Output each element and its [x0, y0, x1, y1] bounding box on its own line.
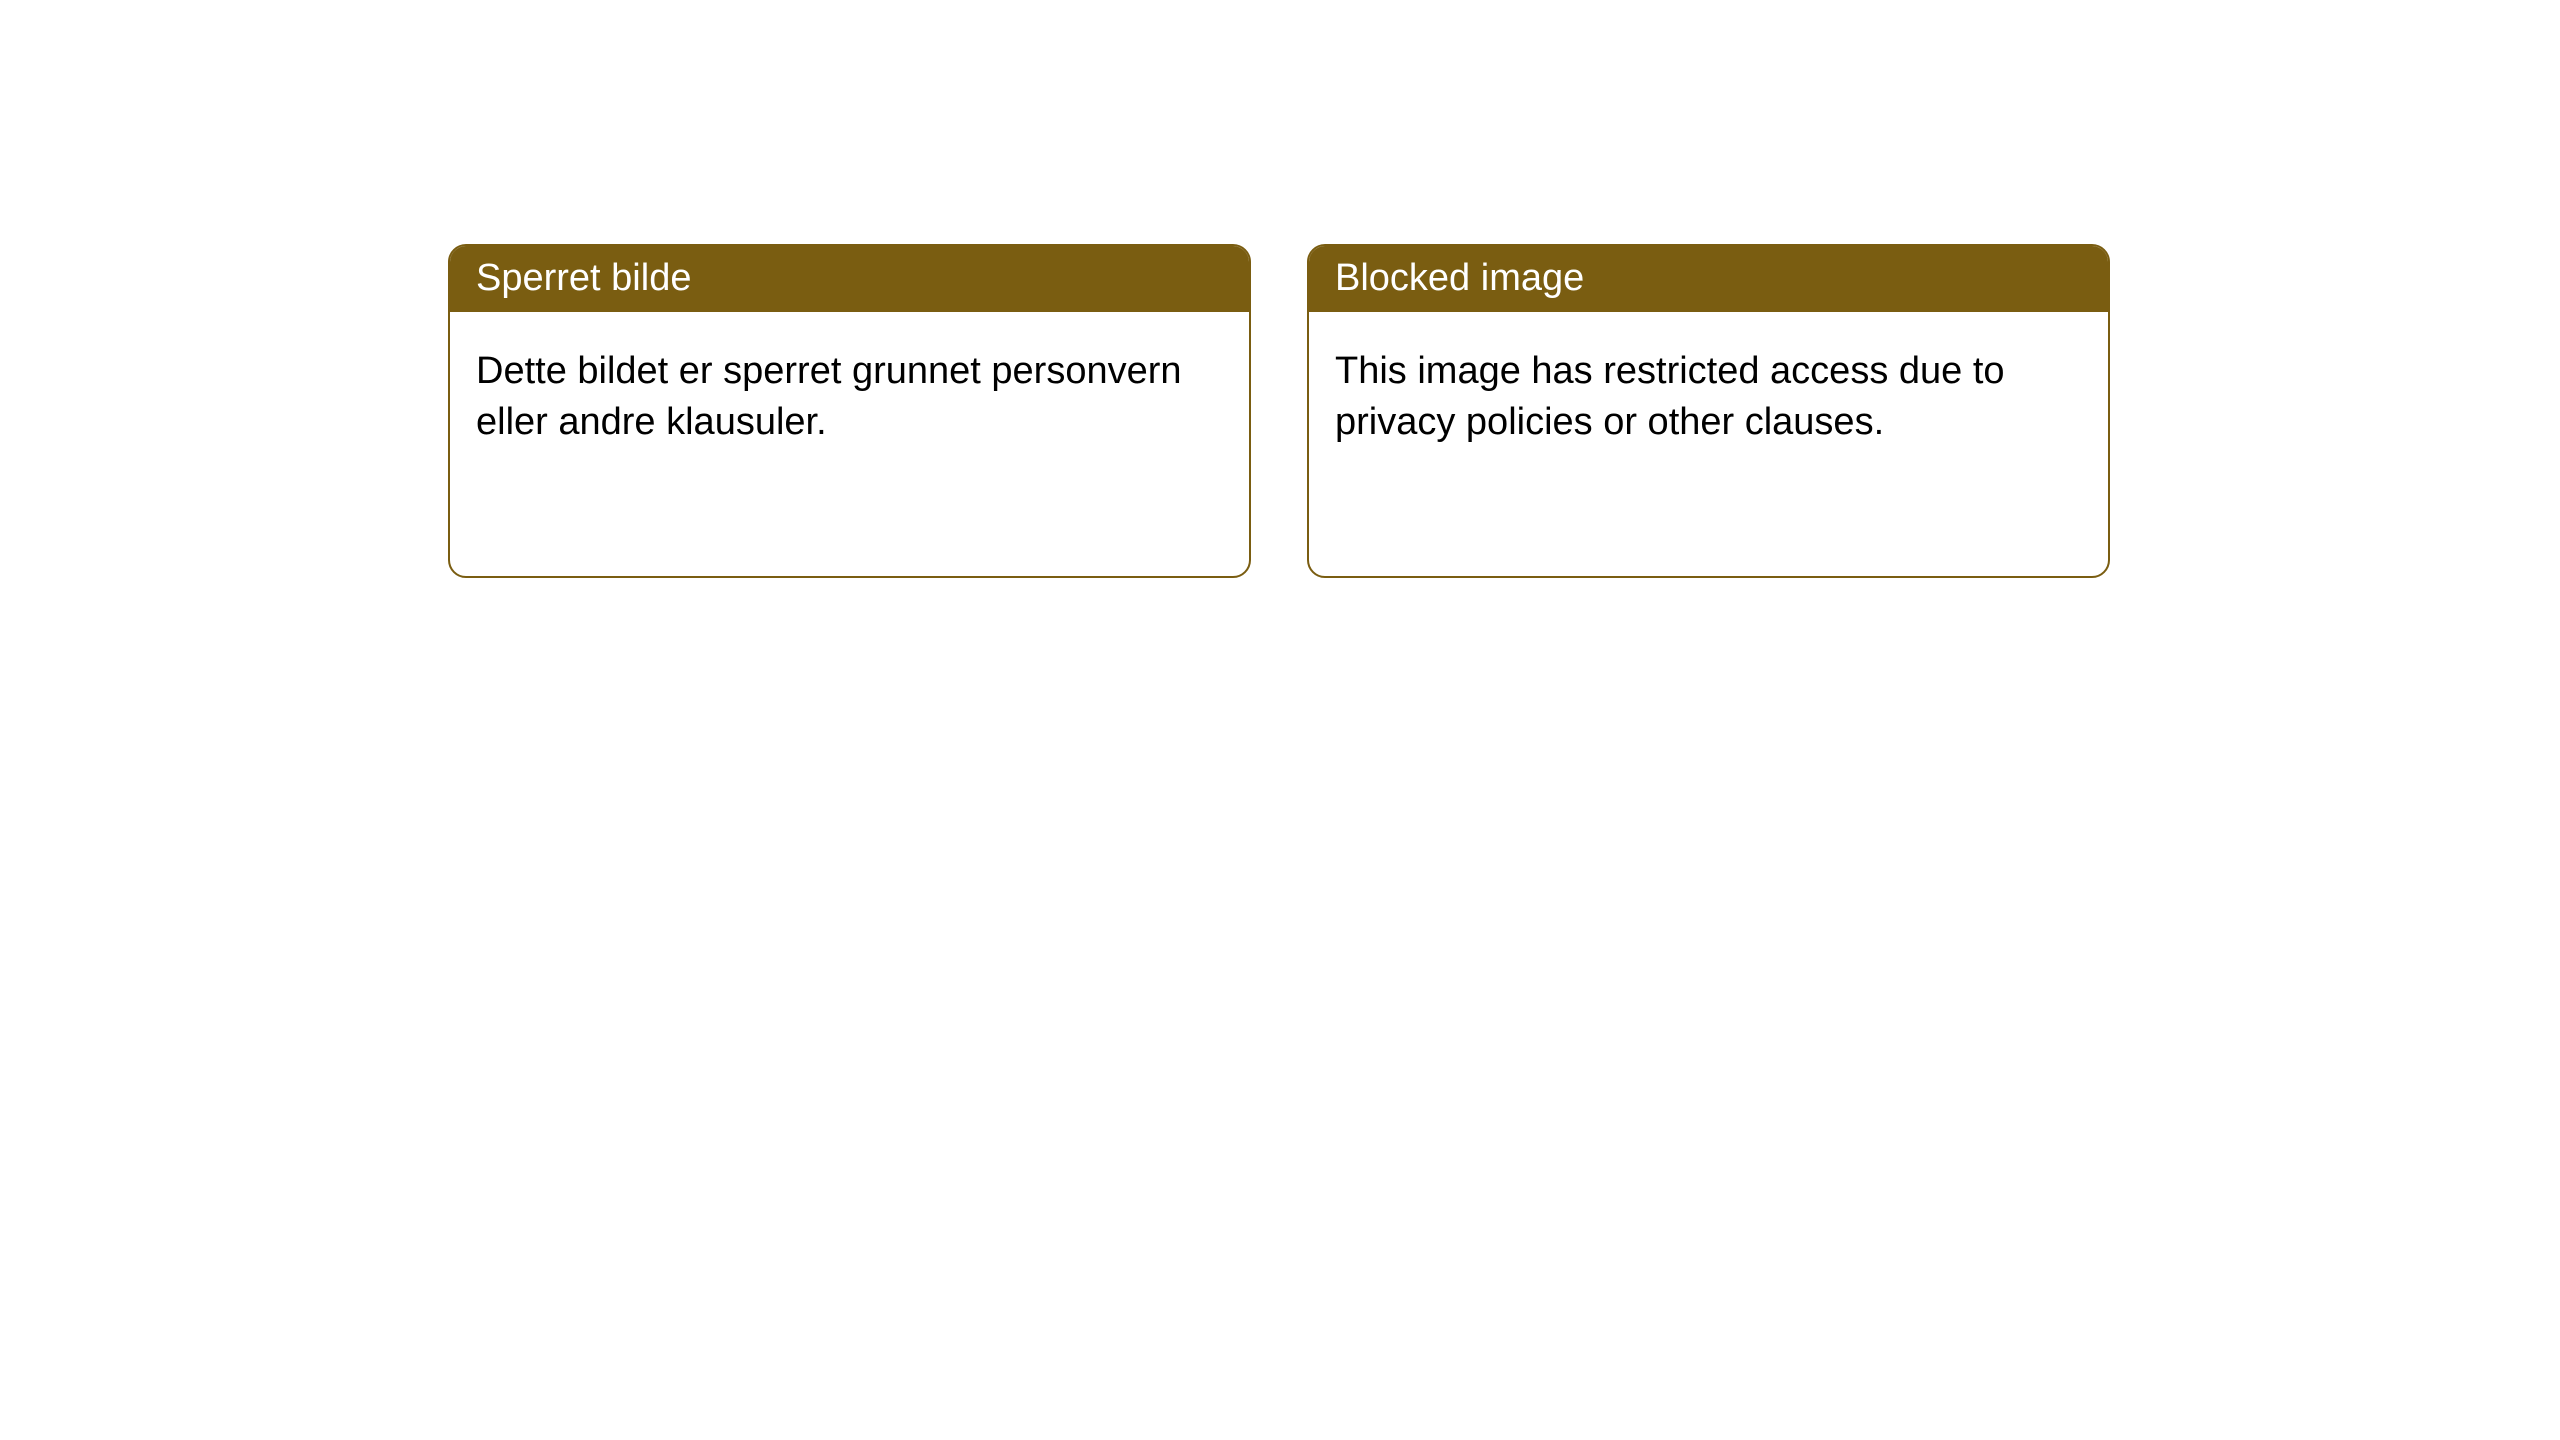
notice-card-norwegian: Sperret bilde Dette bildet er sperret gr…	[448, 244, 1251, 578]
notice-container: Sperret bilde Dette bildet er sperret gr…	[0, 0, 2560, 578]
notice-body-english: This image has restricted access due to …	[1309, 312, 2108, 483]
notice-card-english: Blocked image This image has restricted …	[1307, 244, 2110, 578]
notice-body-norwegian: Dette bildet er sperret grunnet personve…	[450, 312, 1249, 483]
notice-title-norwegian: Sperret bilde	[450, 246, 1249, 312]
notice-title-english: Blocked image	[1309, 246, 2108, 312]
